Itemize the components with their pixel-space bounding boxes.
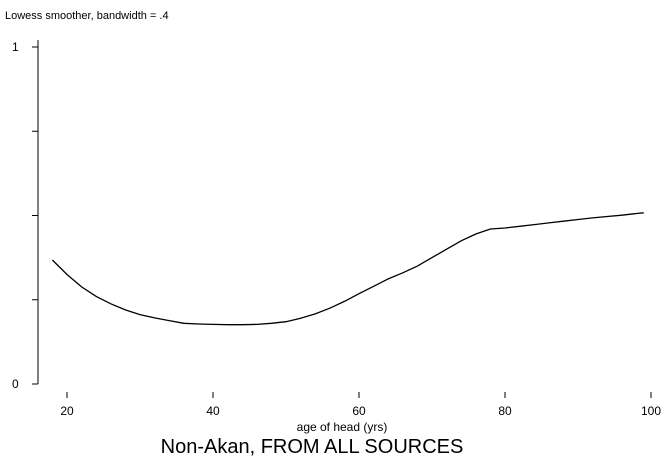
x-axis-label: age of head (yrs) [297, 420, 388, 434]
x-tick-label: 20 [60, 404, 74, 418]
y-tick-label: 0 [12, 377, 19, 391]
x-axis-ticks: 20 40 60 80 100 [60, 392, 661, 418]
lowess-series-line [51, 212, 644, 326]
x-tick-label: 80 [498, 404, 512, 418]
chart-caption: Non-Akan, FROM ALL SOURCES [161, 436, 464, 458]
y-tick-label: 1 [12, 40, 19, 54]
chart-subtitle: Lowess smoother, bandwidth = .4 [5, 10, 169, 22]
x-tick-label: 60 [352, 404, 366, 418]
x-tick-label: 40 [206, 404, 220, 418]
y-axis-ticks: 01 [12, 40, 38, 391]
x-tick-label: 100 [641, 404, 661, 418]
